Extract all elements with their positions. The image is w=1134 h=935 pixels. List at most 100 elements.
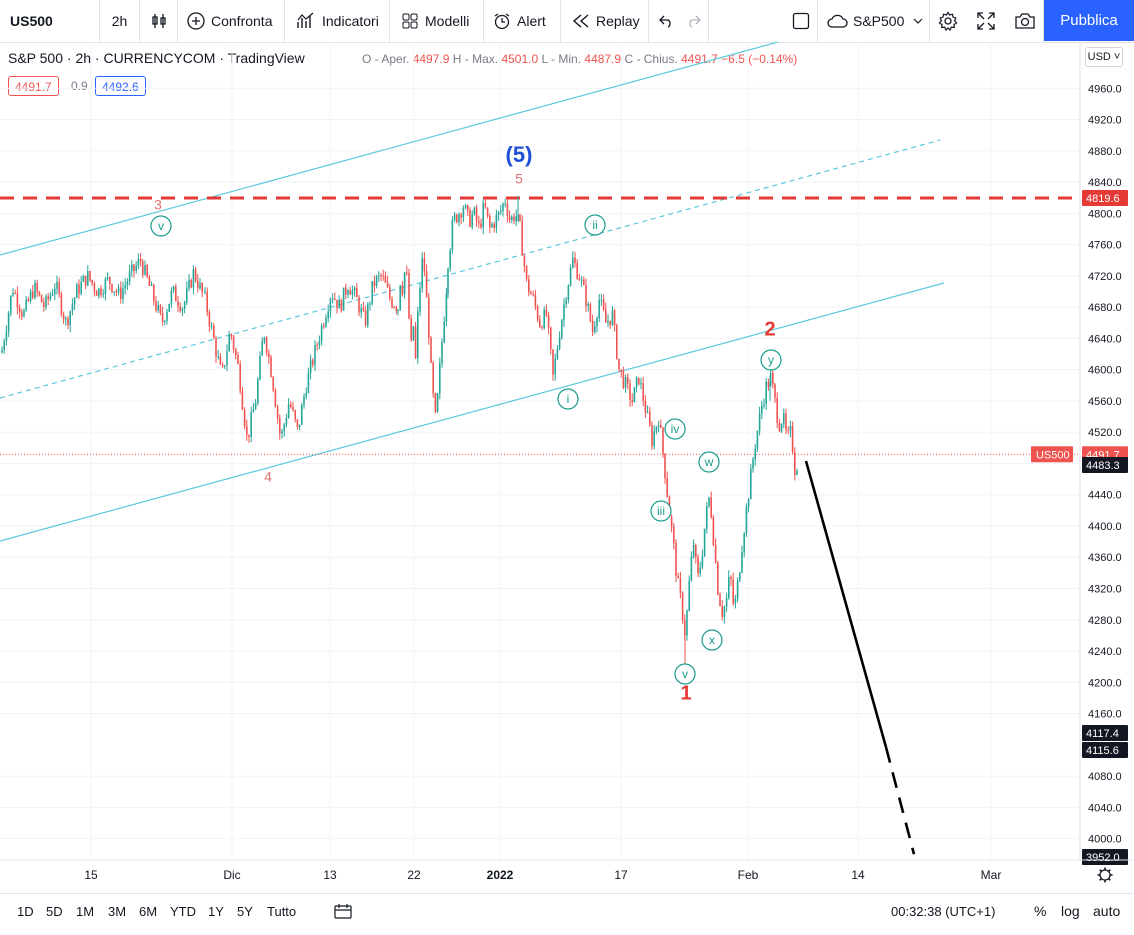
range-6m-button[interactable]: 6M xyxy=(139,903,158,919)
candle-body xyxy=(228,334,230,352)
auto-toggle[interactable]: auto xyxy=(1093,903,1121,919)
range-5d-button[interactable]: 5D xyxy=(46,903,63,919)
chevron-down-icon xyxy=(913,18,923,24)
wave-label-minor: y xyxy=(768,353,774,367)
candle-body xyxy=(290,404,292,408)
candle-body xyxy=(164,321,166,323)
symbol-tag-label: US500 xyxy=(1036,449,1070,461)
candle-body xyxy=(796,470,798,475)
percent-toggle[interactable]: % xyxy=(1034,903,1047,919)
range-1m-button[interactable]: 1M xyxy=(76,903,95,919)
axis-settings-gear-icon[interactable] xyxy=(1107,877,1111,881)
time-tick-label: Feb xyxy=(738,868,759,882)
settings-button[interactable] xyxy=(930,0,966,42)
candle-body xyxy=(681,593,684,621)
candle-body xyxy=(646,411,649,413)
axis-settings-gear-icon[interactable] xyxy=(1099,869,1103,873)
candle-body xyxy=(410,318,412,341)
candle-body xyxy=(677,575,679,579)
candle-body xyxy=(29,291,32,302)
candle-body xyxy=(756,431,759,449)
candle-body xyxy=(408,273,410,319)
chart-type-button[interactable] xyxy=(140,0,178,42)
candle-body xyxy=(120,287,122,299)
low-value: 4487.9 xyxy=(584,52,622,66)
time-tick-label: Mar xyxy=(981,868,1002,882)
price-axis-label: 3952.0 xyxy=(1086,852,1120,864)
candle-body xyxy=(789,425,792,431)
layout-name: S&P500 xyxy=(853,13,905,29)
candle-body xyxy=(347,290,349,295)
layout-selector[interactable]: S&P500 xyxy=(818,0,930,42)
candle-body xyxy=(150,284,153,286)
alert-button[interactable]: Alert xyxy=(484,0,561,42)
candle-body xyxy=(432,362,434,394)
candle-body xyxy=(314,344,316,365)
replay-button[interactable]: Replay xyxy=(561,0,649,42)
candle-body xyxy=(281,431,283,434)
buy-price-button[interactable]: 4492.6 xyxy=(95,76,146,96)
templates-button[interactable]: Modelli xyxy=(390,0,484,42)
candle-body xyxy=(157,305,159,311)
candle-body xyxy=(230,334,233,337)
clock-timezone[interactable]: 00:32:38 (UTC+1) xyxy=(891,903,996,919)
candle-body xyxy=(774,384,776,398)
candle-body xyxy=(237,355,239,364)
range-ytd-button[interactable]: YTD xyxy=(170,903,196,919)
range-1y-button[interactable]: 1Y xyxy=(208,903,224,919)
goto-date-button[interactable] xyxy=(334,894,354,928)
candle-body xyxy=(572,257,574,268)
price-tick-label: 4360.0 xyxy=(1088,552,1122,564)
range-3m-button[interactable]: 3M xyxy=(108,903,127,919)
candle-body xyxy=(417,311,419,358)
symbol-label: US500 xyxy=(10,13,53,29)
indicators-button[interactable]: Indicatori xyxy=(285,0,390,42)
candle-body xyxy=(651,425,653,447)
time-tick-label: 14 xyxy=(851,868,865,882)
candle-body xyxy=(596,318,598,327)
publish-label: Pubblica xyxy=(1060,12,1118,29)
candle-body xyxy=(695,544,697,558)
candles-icon xyxy=(151,14,166,28)
interval-label: 2h xyxy=(111,13,128,29)
interval-button[interactable]: 2h xyxy=(100,0,140,42)
candle-body xyxy=(752,459,754,469)
axis-settings-gear-icon[interactable] xyxy=(1099,869,1111,881)
undo-button[interactable] xyxy=(655,0,677,42)
candle-body xyxy=(197,280,199,289)
candle-body xyxy=(246,426,248,435)
candle-body xyxy=(192,269,195,288)
publish-button[interactable]: Pubblica xyxy=(1044,0,1134,41)
candle-body xyxy=(181,308,184,311)
candle-body xyxy=(391,298,393,308)
candle-body xyxy=(794,452,796,475)
fullscreen-button[interactable] xyxy=(968,0,1004,42)
price-tick-label: 4720.0 xyxy=(1088,271,1122,283)
currency-selector[interactable]: USD ˅ xyxy=(1085,47,1123,67)
candle-body xyxy=(226,351,228,366)
sell-price-button[interactable]: 4491.7 xyxy=(8,76,59,96)
log-toggle[interactable]: log xyxy=(1061,903,1080,919)
range-tutto-button[interactable]: Tutto xyxy=(267,903,297,919)
candle-body xyxy=(436,393,439,413)
candle-body xyxy=(45,296,47,308)
candle-body xyxy=(403,272,406,295)
candle-body xyxy=(353,288,356,291)
axis-settings-gear-icon[interactable] xyxy=(1107,869,1111,873)
snapshot-button[interactable] xyxy=(1006,0,1044,42)
candle-body xyxy=(491,223,493,228)
compare-button[interactable]: Confronta xyxy=(178,0,285,42)
axis-settings-gear-icon[interactable] xyxy=(1099,877,1103,881)
range-1d-button[interactable]: 1D xyxy=(17,903,34,919)
candle-body xyxy=(743,533,745,552)
symbol-search-button[interactable]: US500 xyxy=(0,0,100,42)
fullscreen-square-button[interactable] xyxy=(784,0,818,42)
redo-button[interactable] xyxy=(679,0,709,42)
candle-body xyxy=(201,283,203,293)
candle-body xyxy=(602,299,605,310)
price-tick-label: 4280.0 xyxy=(1088,615,1122,627)
candle-body xyxy=(298,424,301,428)
range-5y-button[interactable]: 5Y xyxy=(237,903,253,919)
expand-icon xyxy=(977,12,995,30)
